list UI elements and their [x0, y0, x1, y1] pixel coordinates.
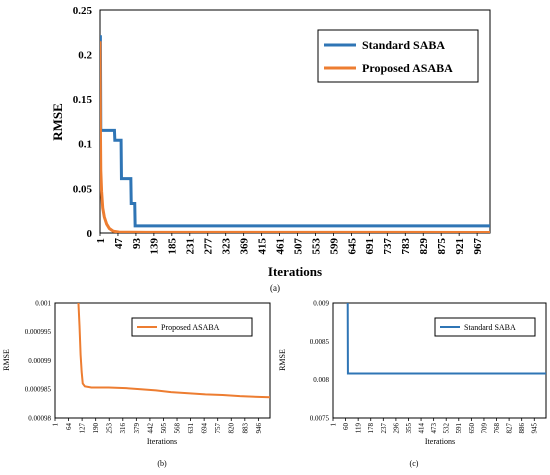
panel-c-x-tick-label: 591 [455, 423, 463, 434]
panel-b-y-axis-label: RMSE [2, 349, 11, 371]
panel-a-x-tick-label: 921 [454, 238, 466, 255]
panel-b-legend [131, 317, 253, 337]
panel-b-x-tick-label: 64 [65, 423, 73, 431]
panel-c-y-tick-label: 0.0085 [310, 338, 330, 346]
panel-a-x-tick-label: 967 [472, 238, 484, 255]
panel-a-x-tick-label: 461 [274, 238, 286, 255]
panel-b-y-tick-label: 0.00098 [28, 414, 51, 422]
panel-b-x-tick-label: 568 [173, 423, 181, 434]
panel-a-x-tick-label: 599 [328, 238, 340, 255]
panel-c-y-tick-label: 0.008 [313, 376, 329, 384]
panel-b-x-tick-label: 253 [106, 423, 114, 434]
panel-a-x-tick-label: 783 [400, 238, 412, 255]
panel-b-x-tick-label: 379 [133, 423, 141, 434]
panel-c-y-axis-label: RMSE [278, 349, 287, 371]
panel-c-y-tick-label: 0.0075 [310, 414, 330, 422]
panel-b-y-tick-label: 0.000995 [25, 328, 52, 336]
panel-a-x-tick-label: 47 [113, 238, 125, 250]
panel-b-legend-label: Proposed ASABA [161, 323, 220, 332]
panel-a-y-axis-label: RMSE [50, 103, 65, 141]
panel-b-chart: 0.00098 0.000985 0.00099 0.000995 0.001 1 64 1… [2, 299, 271, 468]
panel-c-chart: 0.0075 0.008 0.0085 0.009 1 60 119 178 237 296 35… [278, 299, 547, 468]
panel-a-x-tick-label: 93 [131, 238, 143, 250]
panel-a-y-tick-label: 0.25 [73, 5, 93, 17]
panel-c-x-tick-label: 178 [367, 423, 375, 434]
panel-c-x-tick-label: 768 [493, 423, 501, 434]
panel-a-y-tick-label: 0.15 [73, 94, 93, 106]
panel-b-x-tick-label: 883 [241, 423, 249, 434]
panel-c-series-line-standard-saba [346, 303, 546, 375]
panel-a-x-tick-label: 415 [256, 238, 268, 255]
panel-b-x-tick-label: 505 [160, 423, 168, 434]
panel-a-y-tick-label: 0.2 [78, 49, 92, 61]
panel-a-x-tick-label: 875 [436, 238, 448, 255]
panel-a-x-tick-label: 553 [310, 238, 322, 255]
panel-b-plot-frame [54, 302, 271, 419]
panel-b-y-tick-label: 0.00099 [28, 357, 51, 365]
panel-a-x-tick-label: 1 [95, 238, 107, 244]
panel-b-x-tick-label: 757 [214, 423, 222, 434]
panel-c-legend-label: Standard SABA [464, 323, 516, 332]
panel-c-x-tick-label: 709 [480, 423, 488, 434]
panel-a-x-tick-label: 507 [292, 238, 304, 255]
panel-b-y-tick-label: 0.000985 [25, 386, 52, 394]
panel-b-x-tick-label: 820 [228, 423, 236, 434]
panel-c-x-axis-label: Iterations [425, 437, 455, 446]
panel-a-legend-label-proposed: Proposed ASABA [362, 61, 453, 75]
panel-b-x-tick-label: 442 [146, 423, 154, 434]
panel-a-legend [317, 29, 479, 83]
panel-a-x-tick-label: 737 [382, 238, 394, 255]
panel-b-x-tick-label: 1 [51, 423, 59, 427]
panel-a-y-tick-label: 0.1 [78, 139, 92, 151]
panel-a-y-tick-label: 0 [87, 228, 93, 240]
panel-b-x-tick-label: 190 [92, 423, 100, 434]
panel-b-x-tick-label: 127 [79, 423, 87, 434]
panel-c-x-tick-label: 532 [443, 423, 451, 434]
panel-c-x-tick-label: 296 [392, 423, 400, 434]
panel-a-x-tick-label: 231 [185, 238, 197, 255]
panel-c-x-tick-label: 119 [355, 423, 363, 434]
panel-b-series-line-proposed-asaba [77, 303, 270, 399]
panel-c-x-tick-label: 473 [430, 423, 438, 434]
panel-c-x-tick-label: 60 [342, 423, 350, 431]
panel-c-x-tick-label: 650 [468, 423, 476, 434]
panel-a-legend-label-standard: Standard SABA [362, 38, 445, 52]
panel-a-x-tick-label: 323 [221, 238, 233, 255]
panel-a-caption: (a) [270, 283, 280, 293]
panel-b-x-tick-label: 631 [187, 423, 195, 434]
panel-c-x-tick-label: 945 [531, 423, 539, 434]
panel-a-y-tick-label: 0.05 [73, 183, 93, 195]
panel-c-x-tick-label: 827 [506, 423, 514, 434]
panel-b-caption: (b) [157, 459, 167, 468]
panel-a-chart: 0 0.05 0.1 0.15 0.2 0.25 1 47 93 139 185 231 277 323… [50, 5, 491, 293]
panel-b-x-tick-label: 694 [201, 423, 209, 434]
panel-a-x-tick-label: 185 [167, 238, 179, 255]
panel-c-x-tick-label: 355 [405, 423, 413, 434]
panel-b-y-tick-label: 0.001 [35, 299, 51, 307]
panel-c-x-tick-label: 414 [418, 423, 426, 434]
panel-a-series-line-proposed-asaba [100, 41, 490, 233]
panel-c-plot-frame [332, 302, 547, 419]
panel-a-x-tick-label: 139 [149, 238, 161, 255]
panel-c-x-tick-label: 886 [518, 423, 526, 434]
panel-c-legend [434, 317, 536, 337]
panel-c-x-tick-label: 237 [380, 423, 388, 434]
panel-a-x-tick-label: 691 [364, 238, 376, 255]
panel-a-x-tick-label: 277 [203, 238, 215, 255]
panel-a-x-tick-label: 645 [346, 238, 358, 255]
panel-b-x-tick-label: 316 [119, 423, 127, 434]
panel-a-x-axis-label: Iterations [268, 264, 322, 279]
panel-c-x-tick-label: 1 [329, 423, 337, 427]
panel-c-caption: (c) [410, 459, 419, 468]
panel-b-x-tick-label: 946 [255, 423, 263, 434]
panel-a-x-tick-label: 829 [418, 238, 430, 255]
panel-b-x-axis-label: Iterations [147, 437, 177, 446]
panel-a-x-tick-label: 369 [239, 238, 251, 255]
panel-c-y-tick-label: 0.009 [313, 299, 329, 307]
